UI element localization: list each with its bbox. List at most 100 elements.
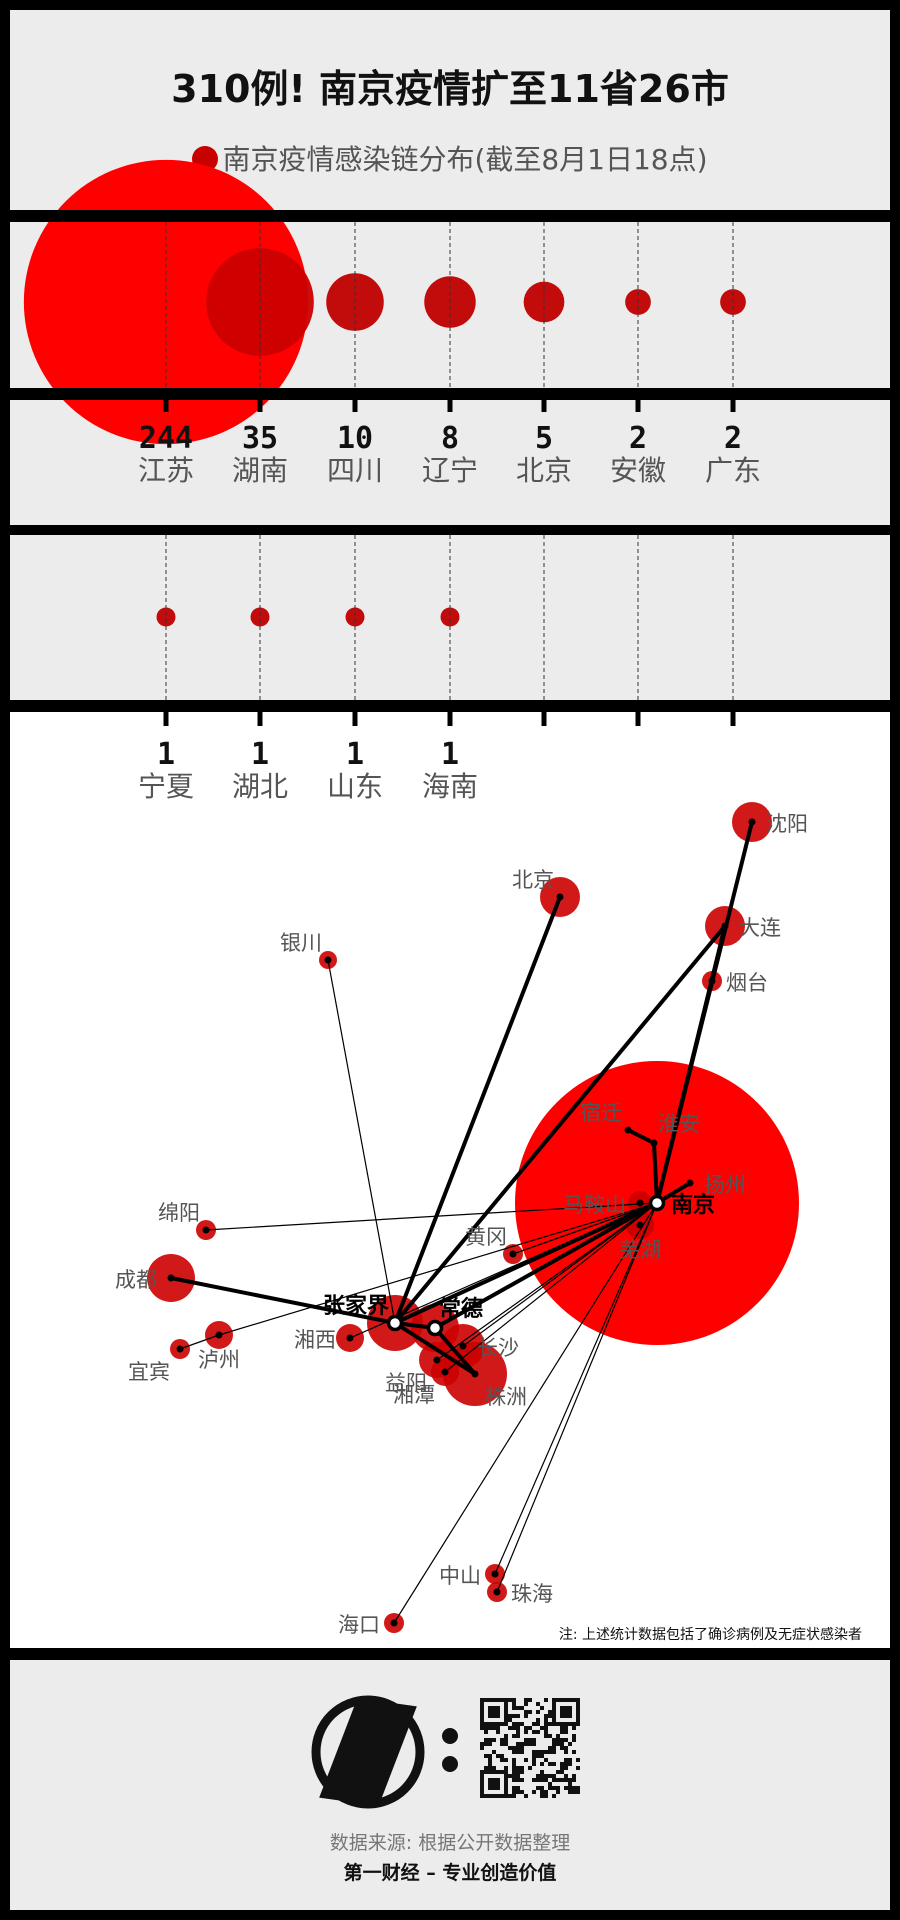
colon-dot-icon xyxy=(442,1756,458,1772)
qr-module xyxy=(516,1770,520,1774)
city-label-大连: 大连 xyxy=(739,916,781,940)
tick-mark xyxy=(541,712,547,726)
link-南京-珠海 xyxy=(496,1202,658,1593)
brand-slogan: 第一财经 – 专业创造价值 xyxy=(343,1862,557,1884)
city-dot-绵阳 xyxy=(202,1226,210,1234)
qr-module xyxy=(560,1770,564,1774)
qr-module xyxy=(540,1786,544,1790)
qr-module xyxy=(516,1790,520,1794)
qr-module xyxy=(512,1706,516,1710)
qr-module xyxy=(528,1698,532,1702)
city-label-沈阳: 沈阳 xyxy=(766,812,808,836)
city-label-张家界: 张家界 xyxy=(323,1293,389,1319)
qr-module xyxy=(488,1742,492,1746)
link-南京-海口 xyxy=(393,1202,658,1624)
qr-module xyxy=(544,1778,548,1782)
city-label-芜湖: 芜湖 xyxy=(619,1238,661,1262)
qr-module xyxy=(532,1762,536,1766)
qr-module xyxy=(512,1770,516,1774)
qr-module xyxy=(516,1786,520,1790)
value-label: 1 xyxy=(251,737,269,772)
qr-module xyxy=(496,1754,500,1758)
tick-mark xyxy=(541,400,547,412)
tick-mark xyxy=(635,712,641,726)
qr-module xyxy=(516,1742,520,1746)
qr-module xyxy=(548,1710,552,1714)
value-label: 1 xyxy=(346,737,364,772)
city-dot-益阳 xyxy=(433,1356,441,1364)
category-label: 四川 xyxy=(327,454,383,487)
value-label: 2 xyxy=(629,421,647,456)
qr-module xyxy=(544,1794,548,1798)
city-label-马鞍山: 马鞍山 xyxy=(563,1193,626,1217)
city-dot-宿迁 xyxy=(624,1126,632,1134)
qr-module xyxy=(552,1794,556,1798)
link-南京-湘潭 xyxy=(444,1202,658,1373)
link-南京-泸州 xyxy=(218,1202,658,1336)
qr-module xyxy=(480,1746,484,1750)
qr-module xyxy=(552,1762,556,1766)
qr-module xyxy=(512,1758,516,1762)
qr-finder xyxy=(552,1698,580,1726)
qr-module xyxy=(560,1738,564,1742)
bubble-湖北 xyxy=(250,607,270,627)
city-dot-layer xyxy=(167,818,756,1627)
qr-module xyxy=(512,1734,516,1738)
qr-module xyxy=(524,1710,528,1714)
qr-module xyxy=(552,1738,556,1742)
value-label: 1 xyxy=(441,737,459,772)
qr-module xyxy=(552,1750,556,1754)
qr-module xyxy=(544,1730,548,1734)
qr-module xyxy=(556,1738,560,1742)
qr-module xyxy=(552,1786,556,1790)
qr-module xyxy=(576,1766,580,1770)
qr-module xyxy=(496,1730,500,1734)
tick-mark xyxy=(257,712,263,726)
city-dot-烟台 xyxy=(708,977,716,985)
qr-module xyxy=(504,1758,508,1762)
city-label-常德: 常德 xyxy=(439,1296,483,1322)
qr-module xyxy=(484,1754,488,1758)
qr-module xyxy=(520,1750,524,1754)
link-张家界-株洲 xyxy=(393,1321,477,1376)
qr-module xyxy=(540,1706,544,1710)
qr-module xyxy=(528,1710,532,1714)
link-南京-益阳 xyxy=(436,1202,658,1361)
qr-module xyxy=(516,1734,520,1738)
colon-dot-icon xyxy=(442,1728,458,1744)
link-常德-南京 xyxy=(434,1201,658,1330)
bubble-海南 xyxy=(440,607,460,627)
qr-module xyxy=(520,1742,524,1746)
qr-module xyxy=(532,1778,536,1782)
qr-module xyxy=(572,1778,576,1782)
link-南京-长沙 xyxy=(462,1202,658,1347)
qr-module xyxy=(572,1786,576,1790)
category-label: 海南 xyxy=(422,770,478,800)
qr-module xyxy=(516,1778,520,1782)
link-南京-中山 xyxy=(494,1202,658,1575)
qr-module xyxy=(516,1714,520,1718)
qr-module xyxy=(524,1726,528,1730)
qr-code-icon[interactable] xyxy=(480,1698,580,1798)
bubble-山东 xyxy=(345,607,365,627)
city-label-泸州: 泸州 xyxy=(198,1348,240,1372)
qr-module xyxy=(544,1718,548,1722)
category-label: 广东 xyxy=(705,454,761,487)
city-label-宿迁: 宿迁 xyxy=(580,1101,622,1125)
qr-module xyxy=(572,1738,576,1742)
guide-layer xyxy=(163,222,736,726)
qr-module xyxy=(572,1726,576,1730)
qr-module xyxy=(520,1778,524,1782)
qr-module xyxy=(556,1778,560,1782)
city-label-扬州: 扬州 xyxy=(704,1173,746,1197)
qr-finder xyxy=(480,1698,508,1726)
qr-module xyxy=(564,1786,568,1790)
qr-module xyxy=(512,1786,516,1790)
city-label-南京: 南京 xyxy=(671,1192,715,1218)
link-南京-大连 xyxy=(655,925,727,1204)
qr-module xyxy=(568,1782,572,1786)
qr-module xyxy=(536,1730,540,1734)
